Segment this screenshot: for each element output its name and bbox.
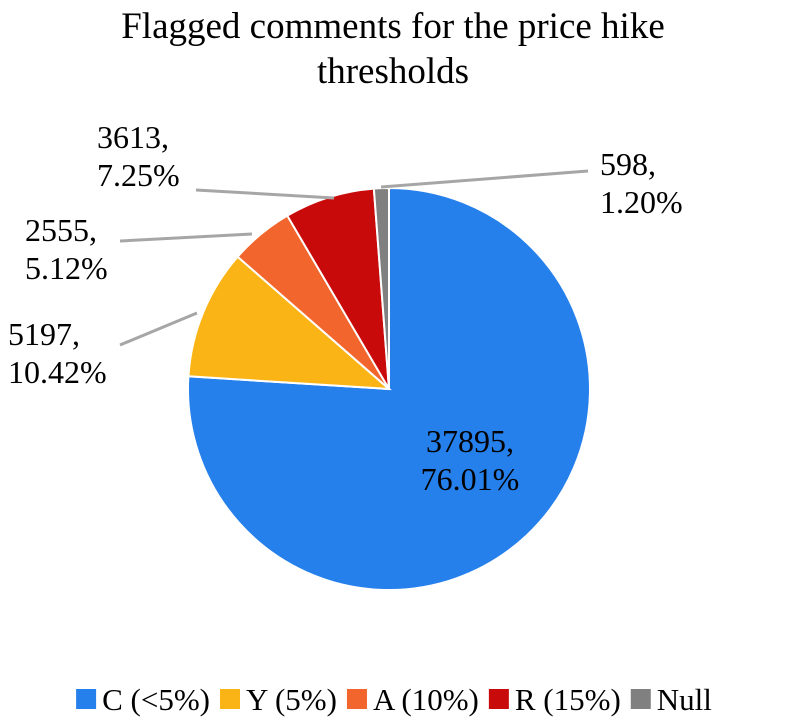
data-label-c-5: 37895, 76.01% [421,423,520,497]
chart-title-line-2: thresholds [317,51,469,92]
data-label-a-10: 2555, 5.12% [25,212,108,286]
chart-title: Flagged comments for the price hike thre… [121,6,665,92]
legend-swatch-null [630,689,651,709]
legend-item-y-5: Y (5%) [219,682,337,717]
legend-swatch-r-15 [488,689,509,709]
legend-label-null: Null [657,682,712,717]
pie-slice-y-5 [187,255,392,391]
legend-label-a-10: A (10%) [373,682,479,717]
leader-lines [119,169,589,347]
pie-slices [187,186,591,591]
legend-item-a-10: A (10%) [346,682,479,717]
chart-title-line-1: Flagged comments for the price hike [121,6,665,47]
data-label-null: 598, 1.20% [600,146,683,220]
data-labels: 37895, 76.01% 5197, 10.42% 2555, 5.12% 3613, 7.… [8,119,683,497]
data-label-y-5: 5197, 10.42% [8,316,107,390]
legend-swatch-c-5 [76,689,97,709]
leader-line-r-15 [195,188,335,200]
leader-line-y-5 [119,311,198,347]
legend-item-null: Null [630,682,712,717]
legend: C (<5%) Y (5%) A (10%) R (15%) Null [76,682,712,717]
legend-swatch-y-5 [219,689,240,709]
legend-label-c-5: C (<5%) [102,682,210,717]
leader-line-null [380,169,589,189]
legend-swatch-a-10 [346,689,367,709]
legend-item-r-15: R (15%) [488,682,621,717]
legend-label-y-5: Y (5%) [246,682,337,717]
data-label-r-15: 3613, 7.25% [97,119,180,193]
leader-line-a-10 [119,232,253,243]
legend-item-c-5: C (<5%) [76,682,210,717]
legend-label-r-15: R (15%) [515,682,621,717]
